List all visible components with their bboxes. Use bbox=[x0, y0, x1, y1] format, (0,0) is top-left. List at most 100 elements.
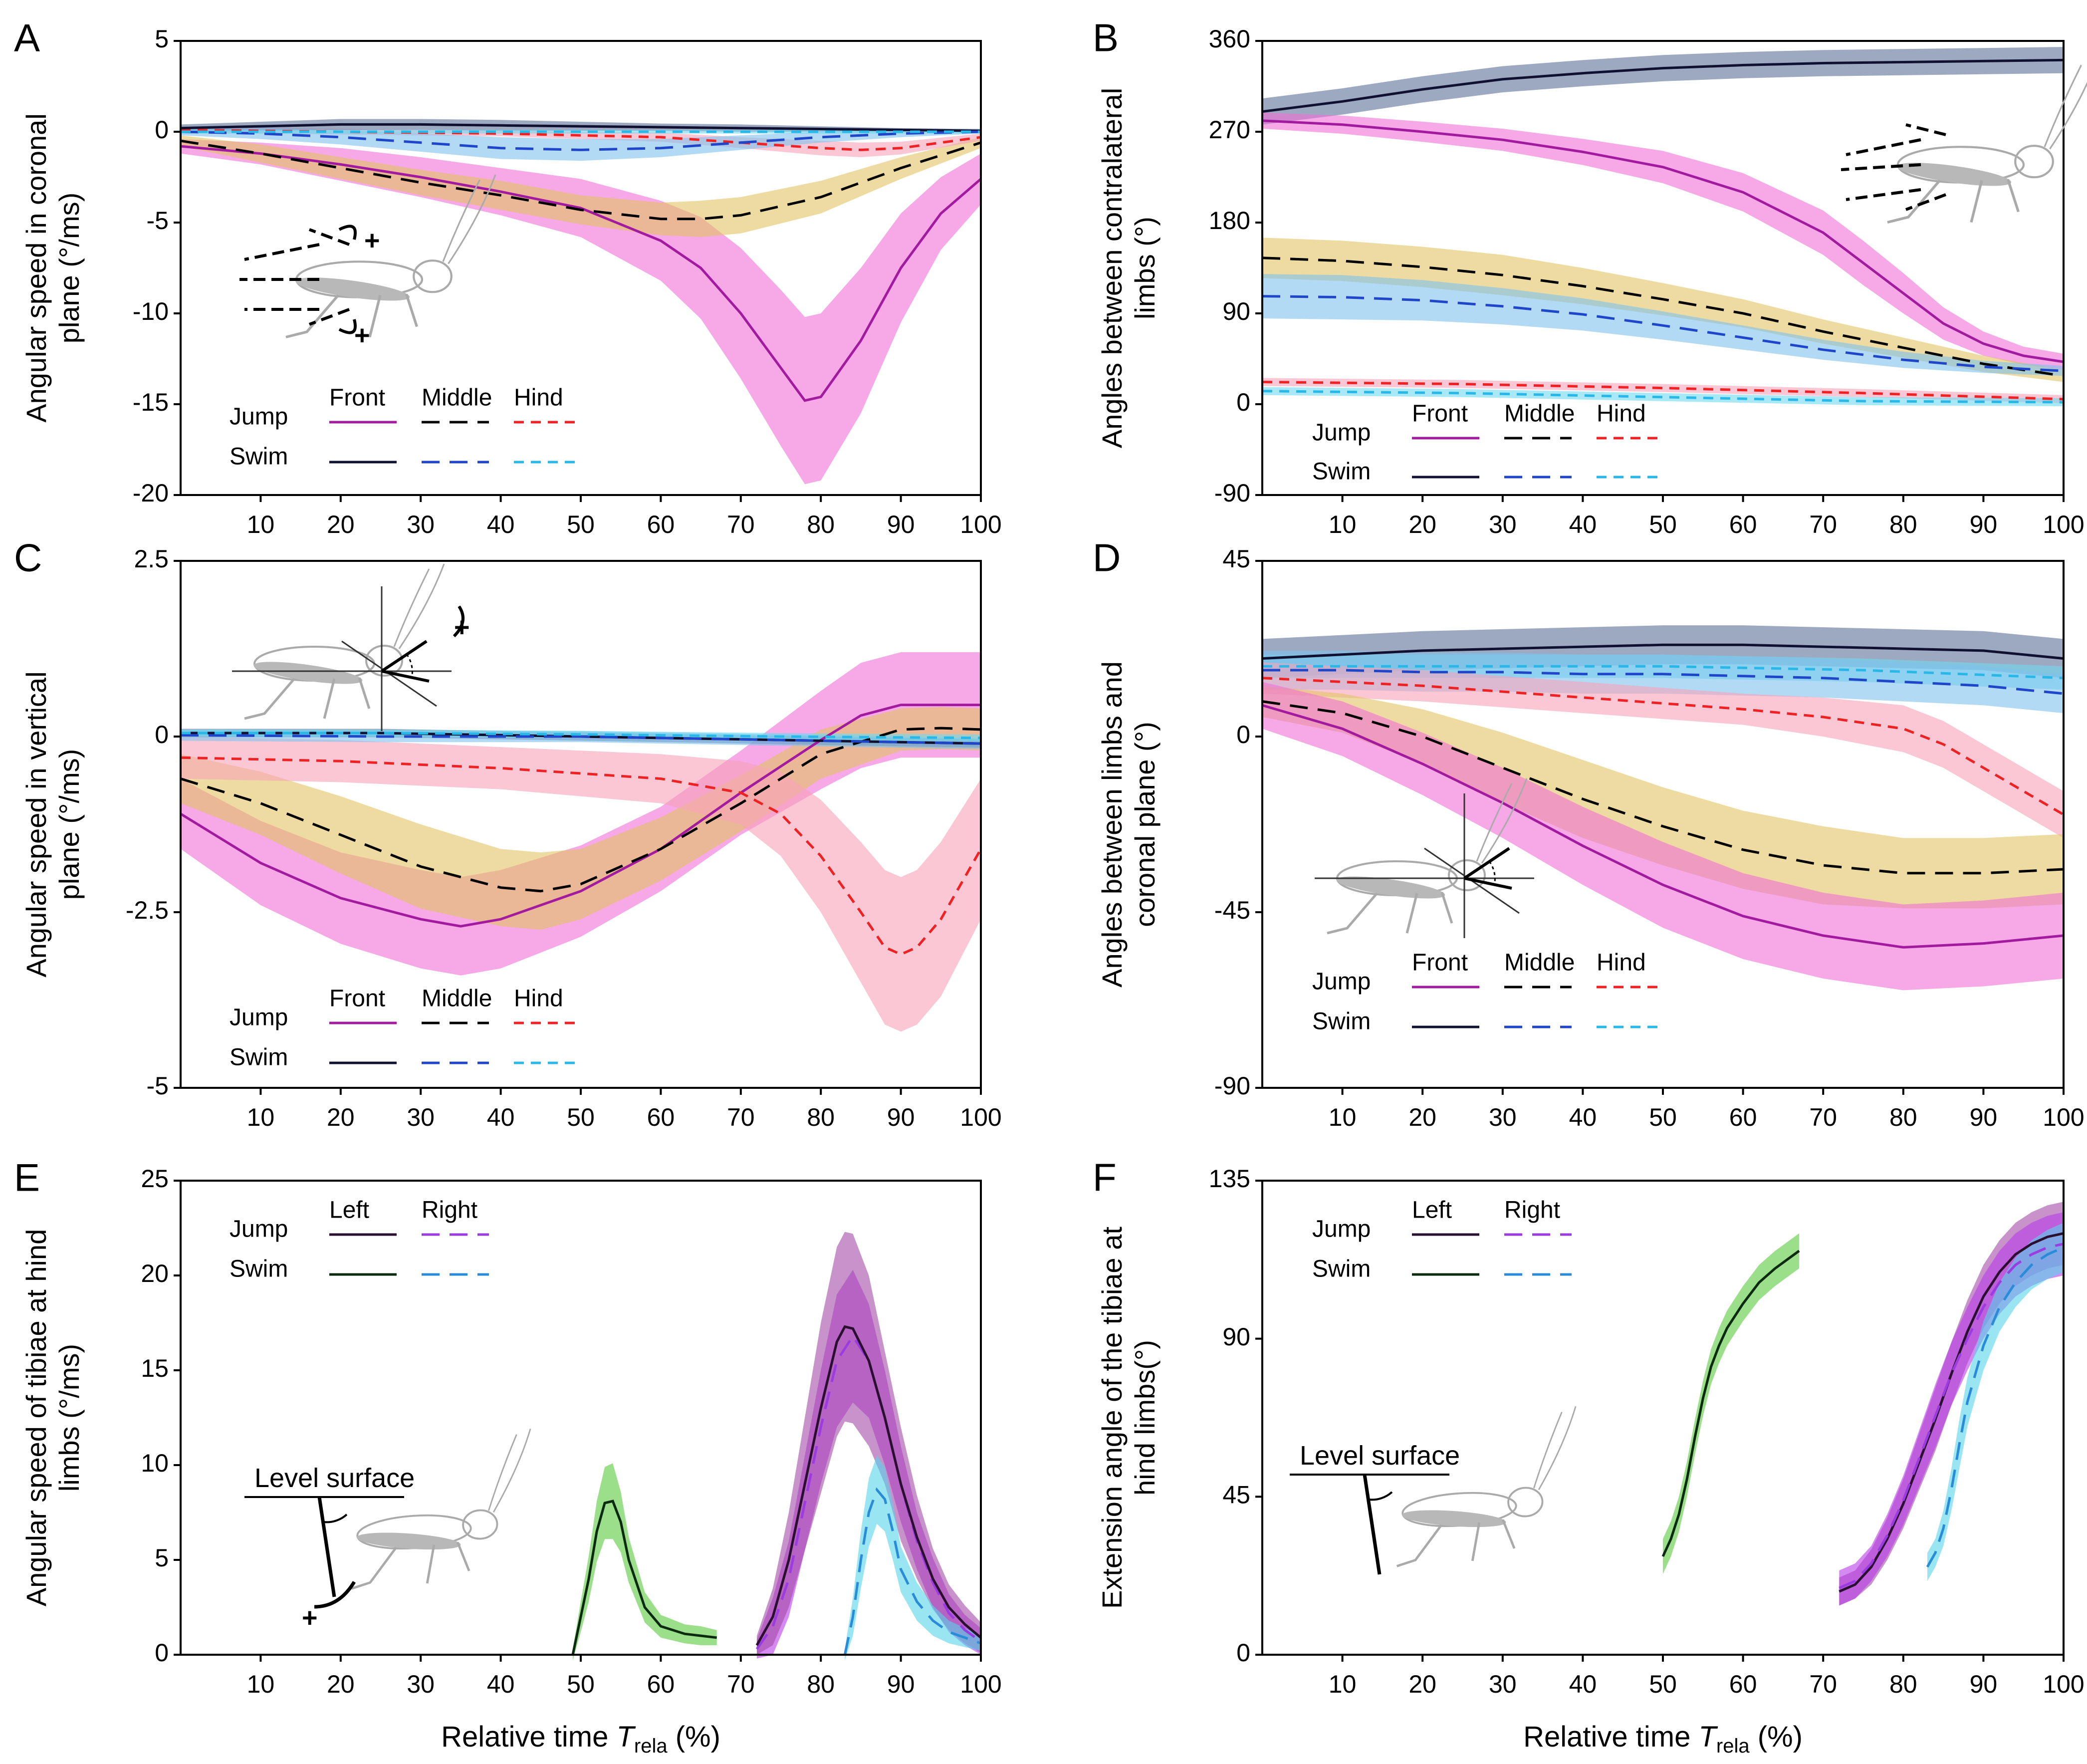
band-right-swim bbox=[1927, 1223, 2064, 1581]
level-surface-label: Level surface bbox=[254, 1463, 415, 1493]
insect-legs bbox=[1327, 892, 1453, 935]
series-lines bbox=[571, 1325, 982, 1655]
y-tick-label: 45 bbox=[1222, 1481, 1250, 1509]
x-tick-label: 50 bbox=[1649, 510, 1677, 538]
line-middle-jump bbox=[1262, 700, 2064, 875]
y-axis-label: Angular speed of tibiae at hindlimbs (°/… bbox=[20, 1229, 85, 1607]
insect-top-view bbox=[285, 174, 496, 339]
x-label-sub: rela bbox=[1716, 1735, 1750, 1757]
x-axis-label: Relative time Trela (%) bbox=[441, 1721, 720, 1757]
line-middle-swim bbox=[1262, 669, 2064, 695]
y-tick-label: 0 bbox=[1236, 721, 1250, 749]
insect-antenna bbox=[1533, 1406, 1577, 1491]
x-tick-label: 90 bbox=[1970, 510, 1998, 538]
line-front-swim bbox=[180, 123, 981, 132]
line-middle-jump bbox=[180, 139, 981, 221]
x-tick-label: 60 bbox=[1729, 1103, 1757, 1131]
panel-letter: A bbox=[14, 16, 40, 60]
x-tick-label: 30 bbox=[407, 1670, 435, 1698]
y-tick-label: 5 bbox=[155, 1544, 169, 1572]
insect-head bbox=[1507, 1487, 1544, 1517]
y-tick-label: 180 bbox=[1209, 207, 1250, 235]
y-axis-label-line: coronal plane (°) bbox=[1129, 722, 1160, 927]
y-tick-label: 0 bbox=[155, 116, 169, 144]
rotation-arrow bbox=[338, 225, 357, 334]
legend-row-label: Swim bbox=[1312, 1008, 1371, 1035]
x-tick-label: 60 bbox=[647, 1103, 675, 1131]
x-tick-label: 70 bbox=[1809, 510, 1837, 538]
insect-femur bbox=[1336, 876, 1445, 899]
y-tick-label: -2.5 bbox=[126, 896, 169, 924]
bands bbox=[1262, 625, 2064, 991]
x-tick-label: 40 bbox=[487, 510, 515, 538]
x-tick-label: 50 bbox=[1649, 1670, 1677, 1698]
y-tick-label: -90 bbox=[1214, 1072, 1250, 1100]
legend: Jump Swim Front Middle Hind bbox=[1312, 401, 1664, 485]
x-tick-label: 100 bbox=[960, 510, 1001, 538]
line-hind-jump bbox=[1262, 381, 2064, 401]
insect-legs bbox=[1887, 179, 2020, 224]
legend-row-label: Jump bbox=[1312, 969, 1371, 995]
line-left-jump bbox=[1839, 1232, 2064, 1593]
y-axis-label: Angular speed in verticalplane (°/ms) bbox=[20, 671, 85, 977]
x-tick-label: 30 bbox=[1489, 1670, 1517, 1698]
limb-vector bbox=[381, 640, 430, 683]
y-tick-label: 0 bbox=[155, 721, 169, 749]
y-tick-label: -10 bbox=[133, 297, 169, 325]
panel-letter: E bbox=[14, 1156, 40, 1200]
y-tick-label: 90 bbox=[1222, 297, 1250, 325]
insect-side-view bbox=[1396, 1406, 1577, 1567]
band-front-jump bbox=[181, 652, 981, 976]
y-tick-label: 5 bbox=[155, 25, 169, 53]
band-middle-jump bbox=[181, 707, 981, 930]
band-hind-jump bbox=[1262, 378, 2064, 403]
insect-antenna bbox=[2044, 64, 2087, 150]
x-label-suffix: (%) bbox=[1750, 1721, 1803, 1753]
legend-col-label: Hind bbox=[514, 986, 563, 1012]
x-tick-label: 90 bbox=[1970, 1670, 1998, 1698]
y-axis-label: Angles between contralaterallimbs (°) bbox=[1096, 88, 1160, 448]
x-tick-label: 10 bbox=[247, 1103, 275, 1131]
insect-legs bbox=[351, 1541, 470, 1590]
plus-sign: + bbox=[302, 1603, 318, 1633]
y-tick-label: 2.5 bbox=[134, 545, 169, 573]
legend-col-label: Hind bbox=[514, 385, 563, 411]
limb-dashes bbox=[1841, 123, 1947, 211]
x-tick-label: 20 bbox=[1408, 510, 1436, 538]
series-lines bbox=[180, 704, 982, 956]
x-tick-label: 100 bbox=[2043, 510, 2084, 538]
x-tick-label: 80 bbox=[1889, 1670, 1917, 1698]
band-front-swim bbox=[1262, 47, 2064, 125]
y-tick-label: -20 bbox=[133, 479, 169, 507]
band-hind-jump bbox=[181, 737, 981, 1032]
legend-col-label: Hind bbox=[1597, 401, 1646, 427]
x-label-suffix: (%) bbox=[668, 1721, 720, 1753]
y-tick-label: 20 bbox=[141, 1260, 169, 1287]
x-tick-label: 70 bbox=[727, 1670, 755, 1698]
legend: Jump Swim Front Middle Hind bbox=[230, 986, 581, 1071]
x-tick-label: 100 bbox=[960, 1670, 1001, 1698]
band-middle-jump bbox=[181, 135, 981, 238]
y-tick-label: 90 bbox=[1222, 1323, 1250, 1351]
level-surface-label: Level surface bbox=[1300, 1441, 1460, 1471]
angle-arc bbox=[323, 1513, 348, 1523]
band-middle-jump bbox=[1262, 686, 2064, 909]
x-tick-label: 80 bbox=[807, 1670, 835, 1698]
y-axis-label-line: Angular speed of tibiae at hind bbox=[20, 1229, 52, 1607]
x-tick-label: 80 bbox=[807, 510, 835, 538]
x-tick-label: 80 bbox=[807, 1103, 835, 1131]
x-label-prefix: Relative time bbox=[441, 1721, 616, 1753]
series-lines bbox=[1661, 1232, 2065, 1593]
y-axis-label-line: plane (°/ms) bbox=[53, 749, 85, 900]
y-tick-label: 15 bbox=[141, 1354, 169, 1382]
legend-col-label: Front bbox=[1412, 950, 1468, 976]
line-right-swim bbox=[1926, 1246, 2065, 1568]
bands bbox=[1663, 1202, 2064, 1606]
legend-col-label: Middle bbox=[422, 385, 492, 411]
y-axis-label-line: Extension angle of the tibiae at bbox=[1096, 1227, 1128, 1609]
insect-antenna bbox=[488, 1428, 531, 1513]
legend-col-label: Front bbox=[329, 385, 385, 411]
band-front-jump bbox=[1262, 682, 2064, 991]
insect-side-view bbox=[244, 563, 445, 720]
